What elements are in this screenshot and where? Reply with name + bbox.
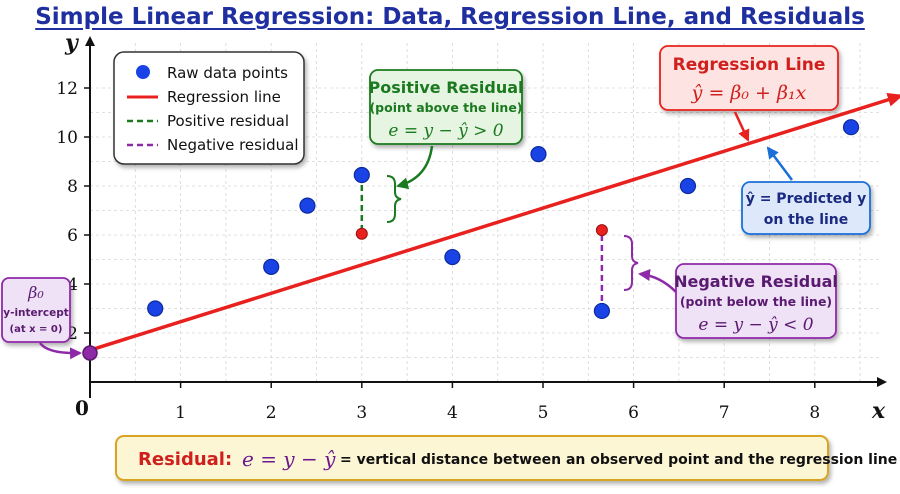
intercept-symbol: β₀	[27, 283, 44, 302]
data-point	[263, 258, 280, 275]
y-tick-label: 4	[67, 275, 78, 295]
data-point	[593, 302, 610, 320]
x-tick-label: 2	[266, 403, 277, 423]
intercept-line2: (at x = 0)	[10, 324, 63, 335]
legend-label-line: Regression line	[167, 88, 281, 106]
negative-residual-formula: e = y − ŷ < 0	[698, 315, 813, 335]
y-tick-label: 2	[67, 324, 78, 344]
residual-definition-footer: Residual: e = y − ŷ = vertical distance …	[115, 435, 897, 481]
x-tick-label: 7	[719, 403, 730, 423]
positive-residual-brace	[386, 175, 402, 223]
data-points	[147, 119, 860, 320]
legend-label-positive: Positive residual	[167, 112, 289, 130]
intercept-callout: β₀ y-intercept (at x = 0)	[1, 277, 82, 360]
intercept-point	[82, 345, 98, 361]
x-tick-label: 5	[538, 403, 549, 423]
regression-line	[89, 93, 900, 352]
predicted-line1: ŷ = Predicted y	[746, 191, 867, 207]
data-point	[147, 300, 164, 317]
x-tick-label: 4	[447, 403, 458, 423]
regression-line-callout: Regression Line ŷ = β₀ + β₁x	[659, 45, 839, 142]
legend-label-points: Raw data points	[167, 64, 288, 82]
positive-residual-formula: e = y − ŷ > 0	[388, 121, 503, 141]
x-tick-label: 3	[356, 403, 367, 423]
data-point	[679, 177, 697, 195]
data-point	[842, 119, 860, 136]
y-tick-label: 10	[56, 128, 78, 148]
regression-line-formula: ŷ = β₀ + β₁x	[691, 82, 807, 104]
regression-line-arrow	[733, 111, 750, 142]
positive-residual-sub: (point above the line)	[369, 100, 522, 115]
data-point	[299, 197, 316, 214]
x-tick-label: 1	[175, 403, 186, 423]
negative-residual-brace	[623, 235, 639, 291]
positive-residual-callout: Positive Residual (point above the line)…	[368, 69, 524, 190]
fitted-point	[355, 227, 368, 240]
data-point	[353, 166, 370, 184]
predicted-callout: ŷ = Predicted y on the line	[741, 146, 871, 235]
regression-line-title: Regression Line	[673, 55, 826, 75]
footer-formula: e = y − ŷ	[242, 447, 336, 471]
negative-residual-title: Negative Residual	[674, 272, 838, 291]
intercept-arrow	[38, 342, 82, 360]
x-tick-label: 6	[628, 403, 639, 423]
legend-label-negative: Negative residual	[167, 136, 299, 154]
legend-marker-points	[136, 65, 150, 79]
positive-residual-arrow	[396, 145, 434, 190]
y-axis-label: y	[64, 30, 80, 56]
x-axis-label: x	[871, 398, 886, 424]
x-tick-label: 0	[75, 396, 89, 420]
page-title: Simple Linear Regression: Data, Regressi…	[35, 4, 865, 30]
footer-label: Residual:	[138, 449, 232, 470]
data-point	[444, 248, 461, 266]
positive-residual-title: Positive Residual	[368, 78, 523, 97]
negative-residual-callout: Negative Residual (point below the line)…	[638, 263, 838, 339]
negative-residual-sub: (point below the line)	[680, 294, 832, 309]
y-tick-label: 8	[67, 177, 78, 197]
predicted-line2: on the line	[764, 212, 849, 228]
y-tick-label: 6	[67, 226, 78, 246]
footer-text: = vertical distance between an observed …	[340, 452, 897, 468]
intercept-line1: y-intercept	[3, 307, 68, 319]
predicted-arrow	[766, 146, 793, 181]
legend: Raw data points Regression line Positive…	[113, 51, 305, 165]
fitted-point	[595, 224, 608, 237]
x-tick-label: 8	[809, 403, 820, 423]
y-tick-label: 12	[56, 79, 78, 99]
data-point	[530, 146, 547, 163]
residual-markers	[355, 174, 608, 311]
negative-residual-arrow	[638, 269, 677, 293]
